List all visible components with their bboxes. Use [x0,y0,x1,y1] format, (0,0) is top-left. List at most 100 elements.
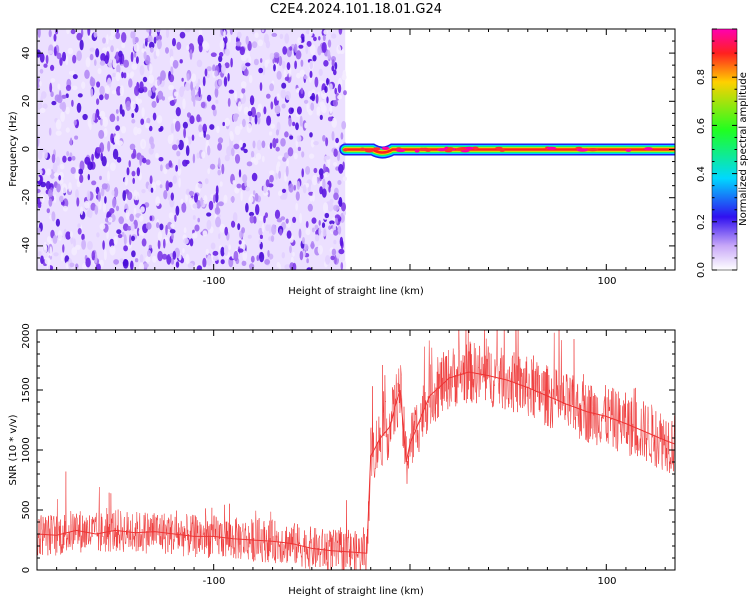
heatmap-cell [37,227,41,234]
heatmap-cell [149,46,154,53]
heatmap-cell [192,215,196,220]
heatmap-cell [183,227,187,234]
heatmap-cell [179,59,183,64]
heatmap-cell [285,90,291,101]
heatmap-cell [50,91,54,98]
heatmap-cell [141,238,147,247]
heatmap-cell [292,121,296,127]
heatmap-cell [104,92,109,100]
heatmap-cell [99,223,106,230]
heatmap-cell [38,251,42,257]
heatmap-cell [343,90,347,96]
heatmap-cell [251,172,258,182]
heatmap-cell [111,90,117,95]
heatmap-cell [84,156,91,165]
heatmap-cell [290,107,294,114]
heatmap-cell [211,104,216,111]
heatmap-cell [102,240,105,250]
spectrogram-panel: -100 100 -40 -20 0 20 40 Height of strai… [8,28,676,297]
heatmap-cell [231,147,235,157]
heatmap-cell [142,76,148,83]
colorbar-tick-label: 0.8 [696,69,707,85]
heatmap-cell [241,240,246,251]
heatmap-cell [229,29,233,35]
heatmap-cell [263,106,267,115]
heatmap-cell [247,110,253,117]
heatmap-cell [100,53,106,62]
heatmap-cell [277,155,283,160]
heatmap-cell [167,190,171,201]
heatmap-cell [93,31,98,38]
heatmap-cell [190,81,194,91]
heatmap-cell [287,147,294,157]
heatmap-cell [109,208,115,214]
heatmap-cell [203,130,206,138]
heatmap-cell [101,183,108,190]
heatmap-cell [136,167,140,177]
heatmap-cell [172,59,179,69]
heatmap-cell [119,53,123,65]
heatmap-cell [71,99,74,107]
heatmap-cell [39,80,42,87]
heatmap-cell [258,215,264,221]
heatmap-cell [295,50,302,60]
heatmap-cell [177,158,181,170]
heatmap-cell [40,255,44,264]
heatmap-cell [203,195,208,205]
heatmap-cell [139,155,142,166]
heatmap-cell [227,97,231,107]
heatmap-cell [179,86,185,98]
heatmap-cell [157,250,163,262]
heatmap-cell [37,188,41,194]
heatmap-cell [295,202,299,211]
heatmap-cell [148,74,154,84]
heatmap-cell [42,103,48,109]
heatmap-cell [333,69,337,76]
heatmap-cell [303,243,309,251]
heatmap-cell [311,217,317,224]
heatmap-cell [77,228,82,235]
heatmap-cell [111,189,115,196]
heatmap-cell [298,44,304,49]
heatmap-cell [270,101,274,110]
heatmap-cell [182,98,186,110]
heatmap-cell [310,139,315,148]
heatmap-cell [71,155,76,161]
heatmap-cell [309,132,313,138]
heatmap-cell [273,63,276,72]
heatmap-cell [112,148,119,160]
heatmap-cell [209,124,215,130]
heatmap-cell [249,114,252,122]
heatmap-cell [156,222,160,229]
heatmap-cell [94,59,97,66]
heatmap-cell [87,240,93,250]
heatmap-cell [99,94,104,101]
heatmap-cell [48,198,53,207]
heatmap-cell [278,170,281,179]
heatmap-cell [246,161,253,167]
heatmap-cell [255,204,260,216]
heatmap-cell [66,151,70,157]
heatmap-cell [157,231,163,241]
heatmap-cell [151,100,157,108]
heatmap-cell [175,107,181,117]
heatmap-cell [318,36,321,41]
colorbar-label: Normalized spectral amplitude [738,72,749,226]
heatmap-cell [116,156,122,163]
heatmap-cell [182,248,185,254]
heatmap-cell [168,160,173,168]
heatmap-cell [301,36,305,42]
heatmap-cell [56,156,60,166]
heatmap-cell [200,197,204,207]
heatmap-cell [286,62,291,71]
heatmap-cell [201,151,206,159]
heatmap-cell [133,43,140,52]
heatmap-cell [107,140,111,152]
heatmap-cell [240,93,244,99]
heatmap-cell [306,267,312,270]
heatmap-cell [317,45,322,56]
heatmap-cell [324,155,331,160]
heatmap-cell [47,189,53,198]
heatmap-cell [123,234,127,246]
